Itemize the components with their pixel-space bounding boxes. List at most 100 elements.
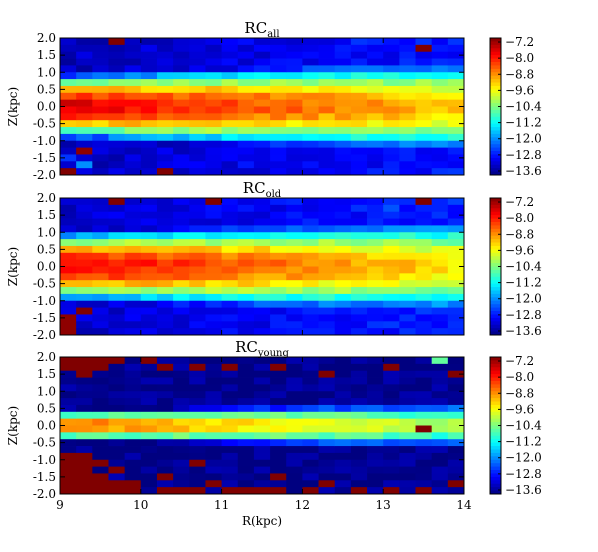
heatmap-cell bbox=[156, 154, 174, 162]
heatmap-cell bbox=[334, 92, 352, 101]
heatmap-cell bbox=[270, 99, 287, 107]
heatmap-cell bbox=[318, 404, 336, 413]
heatmap-cell bbox=[124, 198, 142, 206]
heatmap-cell bbox=[253, 287, 271, 295]
heatmap-cell bbox=[399, 113, 416, 121]
heatmap-cell bbox=[350, 72, 368, 80]
heatmap-cell bbox=[108, 357, 126, 365]
colorbar-tick-label: −11.2 bbox=[505, 116, 542, 130]
heatmap-cell bbox=[108, 280, 126, 288]
heatmap-cell bbox=[286, 38, 303, 46]
heatmap-cell bbox=[334, 459, 352, 467]
heatmap-cell bbox=[173, 198, 190, 206]
heatmap-cell bbox=[221, 425, 239, 433]
heatmap-cell bbox=[350, 232, 368, 240]
colorbar-segment bbox=[490, 476, 501, 481]
colorbar-segment bbox=[490, 439, 501, 444]
heatmap-cell bbox=[253, 211, 271, 219]
y-tick-label: -1.5 bbox=[33, 151, 56, 165]
heatmap-cell bbox=[350, 418, 368, 426]
heatmap-cell bbox=[302, 218, 319, 226]
colorbar-segment bbox=[490, 290, 501, 295]
y-tick-label: 1.0 bbox=[37, 65, 56, 79]
heatmap-cell bbox=[350, 466, 368, 474]
heatmap-cell bbox=[399, 300, 416, 308]
heatmap-cell bbox=[253, 245, 271, 254]
heatmap-cell bbox=[108, 127, 126, 135]
heatmap-cell bbox=[92, 363, 109, 372]
heatmap-cell bbox=[447, 72, 465, 80]
heatmap-cell bbox=[92, 58, 109, 66]
heatmap-cell bbox=[140, 198, 158, 206]
heatmap-cell bbox=[415, 154, 433, 162]
heatmap-cell bbox=[156, 418, 174, 426]
heatmap-cell bbox=[60, 273, 77, 281]
heatmap-cell bbox=[237, 377, 255, 385]
heatmap-cell bbox=[237, 58, 255, 66]
heatmap-cell bbox=[124, 480, 142, 488]
heatmap-cell bbox=[270, 127, 287, 135]
heatmap-cell bbox=[286, 51, 303, 59]
heatmap-cell bbox=[367, 459, 384, 467]
y-tick-label: 2.0 bbox=[37, 350, 56, 364]
heatmap-cell bbox=[156, 487, 174, 495]
heatmap-cell bbox=[124, 140, 142, 148]
heatmap-cell bbox=[92, 232, 109, 240]
heatmap-cell bbox=[270, 459, 287, 467]
heatmap-cell bbox=[350, 245, 368, 254]
heatmap-cell bbox=[124, 44, 142, 53]
heatmap-cell bbox=[383, 92, 400, 101]
heatmap-cell bbox=[140, 51, 158, 59]
heatmap-cell bbox=[60, 398, 77, 406]
heatmap-cell bbox=[205, 439, 222, 447]
heatmap-cell bbox=[173, 418, 190, 426]
colorbar-tick-label: −13.6 bbox=[505, 164, 542, 178]
heatmap-cell bbox=[92, 168, 109, 176]
heatmap-cell bbox=[156, 287, 174, 295]
heatmap-cell bbox=[367, 377, 384, 385]
heatmap-cell bbox=[302, 252, 319, 261]
heatmap-cell bbox=[92, 466, 109, 474]
heatmap-cell bbox=[140, 211, 158, 219]
heatmap-cell bbox=[140, 404, 158, 413]
heatmap-cell bbox=[108, 266, 126, 274]
heatmap-cell bbox=[431, 140, 449, 148]
heatmap-cell bbox=[286, 127, 303, 135]
heatmap-cell bbox=[124, 120, 142, 128]
heatmap-cell bbox=[302, 404, 319, 413]
heatmap-cell bbox=[173, 377, 190, 385]
heatmap-cell bbox=[270, 321, 287, 329]
heatmap-cell bbox=[367, 225, 384, 233]
heatmap-cell bbox=[302, 239, 319, 247]
heatmap-cell bbox=[334, 204, 352, 213]
heatmap-cell bbox=[415, 168, 433, 176]
heatmap-cell bbox=[76, 232, 93, 240]
heatmap-cell bbox=[124, 99, 142, 107]
colorbar-tick-label: −12.0 bbox=[505, 292, 542, 306]
heatmap-cell bbox=[173, 300, 190, 308]
heatmap-cell bbox=[253, 300, 271, 308]
heatmap-cell bbox=[399, 273, 416, 281]
heatmap-cell bbox=[318, 239, 336, 247]
heatmap-cell bbox=[399, 140, 416, 148]
heatmap-cell bbox=[108, 168, 126, 176]
heatmap-cell bbox=[92, 44, 109, 53]
heatmap-cell bbox=[173, 92, 190, 101]
heatmap-cell bbox=[173, 120, 190, 128]
heatmap-cell bbox=[447, 391, 465, 399]
heatmap-cell bbox=[399, 259, 416, 267]
heatmap-cell bbox=[108, 363, 126, 372]
heatmap-cell bbox=[270, 147, 287, 155]
heatmap-cell bbox=[334, 425, 352, 433]
heatmap-cell bbox=[60, 363, 77, 372]
heatmap-cell bbox=[270, 300, 287, 308]
heatmap-cell bbox=[156, 280, 174, 288]
heatmap-cell bbox=[367, 418, 384, 426]
heatmap-cell bbox=[205, 218, 222, 226]
heatmap-cell bbox=[221, 384, 239, 392]
colorbar-segment bbox=[490, 208, 501, 213]
colorbar-tick-label: −10.4 bbox=[505, 419, 542, 433]
heatmap-cell bbox=[431, 92, 449, 101]
heatmap-cell bbox=[415, 79, 433, 87]
heatmap-cell bbox=[60, 245, 77, 254]
